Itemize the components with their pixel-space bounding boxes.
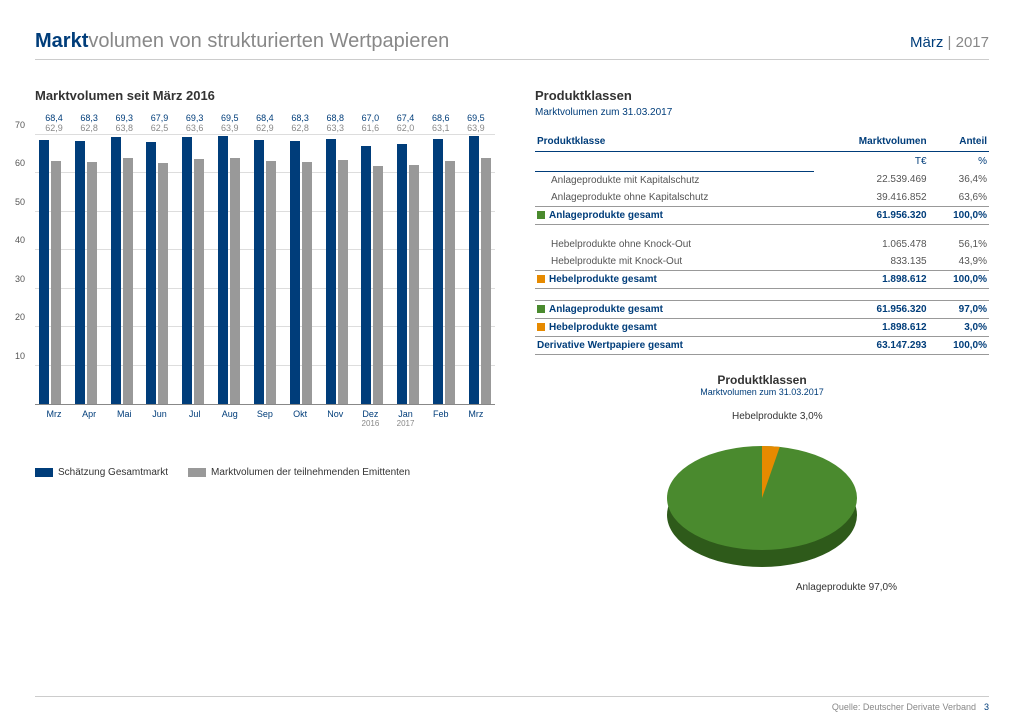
month: März: [910, 34, 943, 51]
legend-swatch-1: [35, 468, 53, 477]
pie-chart: Hebelprodukte 3,0%Anlageprodukte 97,0%: [627, 403, 897, 593]
page-number: 3: [984, 702, 989, 712]
pie-section: Produktklassen Marktvolumen zum 31.03.20…: [535, 373, 989, 593]
bar-chart-title: Marktvolumen seit März 2016: [35, 88, 495, 103]
content: Marktvolumen seit März 2016 68,462,968,3…: [35, 88, 989, 593]
page-header: Marktvolumen von strukturierten Wertpapi…: [35, 30, 989, 60]
legend-item-1: Schätzung Gesamtmarkt: [35, 467, 168, 478]
right-panel: Produktklassen Marktvolumen zum 31.03.20…: [535, 88, 989, 593]
pie-title: Produktklassen: [535, 373, 989, 387]
table-title: Produktklassen: [535, 88, 989, 103]
date-label: März | 2017: [910, 34, 989, 51]
legend-label-1: Schätzung Gesamtmarkt: [58, 467, 168, 478]
legend-item-2: Marktvolumen der teilnehmenden Emittente…: [188, 467, 410, 478]
year: 2017: [956, 34, 989, 51]
bar-chart: 68,462,968,362,869,363,867,962,569,363,6…: [35, 113, 495, 453]
bar-chart-panel: Marktvolumen seit März 2016 68,462,968,3…: [35, 88, 495, 593]
bar-legend: Schätzung Gesamtmarkt Marktvolumen der t…: [35, 467, 495, 478]
pie-subtitle: Marktvolumen zum 31.03.2017: [535, 387, 989, 397]
date-sep: |: [948, 34, 952, 51]
page-title: Marktvolumen von strukturierten Wertpapi…: [35, 30, 449, 53]
table-subtitle: Marktvolumen zum 31.03.2017: [535, 107, 989, 118]
footer: Quelle: Deutscher Derivate Verband 3: [35, 696, 989, 712]
title-strong: Markt: [35, 30, 88, 52]
legend-swatch-2: [188, 468, 206, 477]
title-light: volumen von strukturierten Wertpapieren: [88, 30, 449, 52]
legend-label-2: Marktvolumen der teilnehmenden Emittente…: [211, 467, 410, 478]
product-table: ProduktklasseMarktvolumenAnteilT€%Anlage…: [535, 132, 989, 355]
footer-source: Quelle: Deutscher Derivate Verband: [832, 702, 976, 712]
